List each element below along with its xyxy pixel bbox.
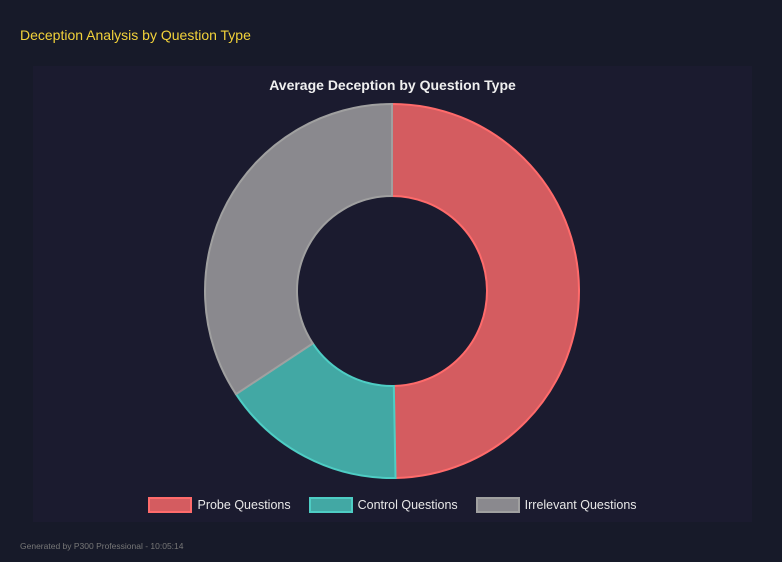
chart-title: Average Deception by Question Type (269, 77, 516, 93)
donut-slice-probe-questions[interactable] (391, 102, 581, 479)
legend-item-irrelevant[interactable]: Irrelevant Questions (475, 497, 637, 513)
page-title: Deception Analysis by Question Type (20, 27, 251, 43)
legend-item-control[interactable]: Control Questions (308, 497, 458, 513)
legend-label: Irrelevant Questions (524, 498, 637, 512)
donut-slice-irrelevant-questions[interactable] (204, 102, 393, 396)
donut-chart (204, 102, 581, 479)
donut-slice-control-questions[interactable] (234, 342, 397, 479)
legend: Probe Questions Control Questions Irrele… (33, 497, 752, 513)
legend-swatch (475, 497, 520, 513)
legend-item-probe[interactable]: Probe Questions (148, 497, 291, 513)
legend-swatch (148, 497, 193, 513)
legend-label: Control Questions (357, 498, 458, 512)
chart-panel: Average Deception by Question Type Probe… (33, 66, 752, 522)
legend-label: Probe Questions (197, 498, 291, 512)
footer-text: Generated by P300 Professional - 10:05:1… (20, 541, 184, 551)
legend-swatch (308, 497, 353, 513)
